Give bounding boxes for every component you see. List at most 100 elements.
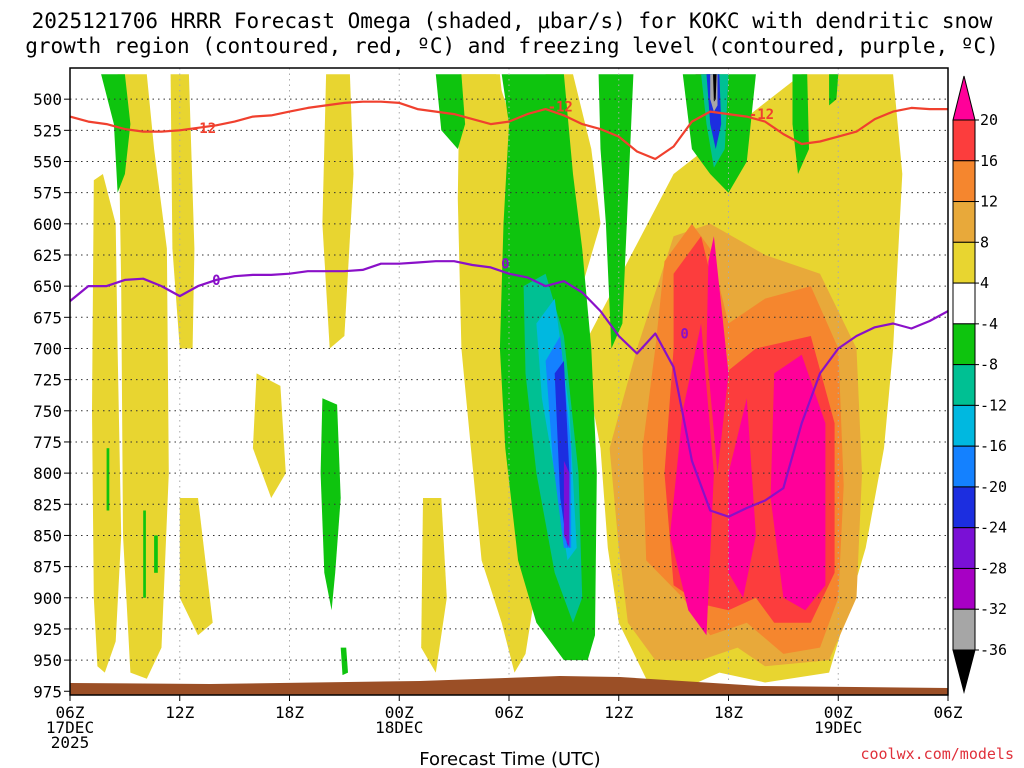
chart-title-line-2: growth region (contoured, red, ºC) and f… bbox=[25, 34, 999, 58]
omega-region-16 bbox=[728, 398, 756, 598]
omega-region-37 bbox=[563, 460, 570, 548]
colorbar-label-11: -28 bbox=[980, 559, 1007, 577]
ytick-label-675: 675 bbox=[33, 308, 62, 327]
omega-region-3 bbox=[179, 498, 213, 636]
svg-text:-12: -12 bbox=[749, 107, 774, 123]
colorbar-bin-7 bbox=[952, 364, 976, 406]
xtick-label-0: 06Z bbox=[56, 703, 85, 722]
ytick-label-875: 875 bbox=[33, 558, 62, 577]
omega-region-2 bbox=[170, 74, 195, 349]
svg-text:0: 0 bbox=[212, 273, 220, 289]
ytick-label-950: 950 bbox=[33, 651, 62, 670]
omega-region-24 bbox=[154, 535, 158, 573]
ytick-label-700: 700 bbox=[33, 339, 62, 358]
colorbar-label-5: -4 bbox=[980, 315, 998, 333]
omega-region-39 bbox=[713, 74, 717, 102]
ytick-label-825: 825 bbox=[33, 495, 62, 514]
x-axis-time-ticks: 06Z 12Z 18Z 00Z 06Z 12Z 18Z 00Z 06Z17DEC202518DE… bbox=[46, 695, 963, 752]
dgz-label-3: -12 bbox=[749, 107, 774, 123]
ytick-label-625: 625 bbox=[33, 246, 62, 265]
omega-region-14 bbox=[670, 323, 714, 636]
freezing-level-contour bbox=[70, 260, 948, 518]
omega-region-15 bbox=[706, 236, 729, 474]
colorbar-label-4: 4 bbox=[980, 274, 989, 292]
omega-region-21 bbox=[340, 647, 348, 676]
xtick-label-18: 00Z bbox=[385, 703, 414, 722]
grid-lines bbox=[70, 68, 948, 695]
colorbar-label-1: 16 bbox=[980, 152, 998, 170]
colorbar-bin-2 bbox=[952, 160, 976, 203]
xtick-label-48: 06Z bbox=[934, 703, 963, 722]
ytick-label-525: 525 bbox=[33, 121, 62, 140]
colorbar-bottom-arrow bbox=[952, 649, 976, 694]
omega-region-4 bbox=[252, 373, 286, 498]
ytick-label-575: 575 bbox=[33, 184, 62, 203]
terrain-ground bbox=[70, 676, 948, 695]
xdate-label-3: 19DEC bbox=[814, 718, 862, 737]
xdate-label-1: 2025 bbox=[51, 733, 90, 752]
ytick-label-850: 850 bbox=[33, 526, 62, 545]
dgz-label-1: -12 bbox=[191, 121, 216, 137]
colorbar-bin-8 bbox=[952, 404, 976, 447]
colorbar-label-0: 20 bbox=[980, 111, 998, 129]
colorbar-label-13: -36 bbox=[980, 641, 1007, 659]
colorbar-label-8: -16 bbox=[980, 437, 1007, 455]
omega-region-0 bbox=[92, 174, 122, 673]
xtick-label-6: 12Z bbox=[165, 703, 194, 722]
colorbar-bin-6 bbox=[952, 323, 976, 366]
xtick-label-42: 00Z bbox=[824, 703, 853, 722]
colorbar-bin-13 bbox=[952, 608, 976, 651]
xtick-label-24: 06Z bbox=[495, 703, 524, 722]
ytick-label-650: 650 bbox=[33, 277, 62, 296]
colorbar-bin-3 bbox=[952, 201, 976, 243]
colorbar: 20 16 12 8 4 -4 -8 -12 -16 -20 -24 -28 -32 -36 bbox=[952, 75, 1007, 694]
colorbar-label-9: -20 bbox=[980, 478, 1007, 496]
dgz-minus12-contour bbox=[70, 100, 948, 161]
ytick-label-775: 775 bbox=[33, 433, 62, 452]
frz-label-1: 0 bbox=[212, 273, 220, 289]
omega-region-30 bbox=[829, 74, 839, 106]
ytick-label-975: 975 bbox=[33, 682, 62, 701]
omega-region-1 bbox=[117, 74, 169, 679]
ytick-label-725: 725 bbox=[33, 371, 62, 390]
xdate-label-2: 18DEC bbox=[375, 718, 423, 737]
ytick-label-550: 550 bbox=[33, 152, 62, 171]
colorbar-label-10: -24 bbox=[980, 519, 1007, 537]
omega-region-19 bbox=[101, 74, 131, 193]
ytick-label-500: 500 bbox=[33, 90, 62, 109]
omega-region-17 bbox=[770, 354, 826, 611]
svg-text:-12: -12 bbox=[191, 121, 216, 137]
x-axis-label: Forecast Time (UTC) bbox=[419, 749, 600, 768]
svg-text:-12: -12 bbox=[548, 100, 573, 116]
omega-shaded-field bbox=[92, 74, 903, 685]
xtick-label-30: 12Z bbox=[604, 703, 633, 722]
colorbar-top-arrow bbox=[952, 75, 976, 121]
ytick-label-600: 600 bbox=[33, 215, 62, 234]
credit-label: coolwx.com/models bbox=[860, 745, 1014, 763]
colorbar-bin-12 bbox=[952, 567, 976, 610]
ytick-label-750: 750 bbox=[33, 402, 62, 421]
y-axis-pressure-ticks: 500 525 550 575 600 625 650 675 700 725 750 775 800 8… bbox=[33, 90, 70, 701]
omega-region-22 bbox=[106, 448, 110, 511]
ytick-label-900: 900 bbox=[33, 589, 62, 608]
colorbar-label-6: -8 bbox=[980, 356, 998, 374]
colorbar-label-2: 12 bbox=[980, 193, 998, 211]
omega-region-20 bbox=[320, 398, 341, 611]
colorbar-bin-4 bbox=[952, 241, 976, 284]
omega-region-5 bbox=[322, 74, 354, 349]
colorbar-bin-1 bbox=[952, 119, 976, 162]
omega-region-25 bbox=[435, 74, 466, 149]
colorbar-bin-11 bbox=[952, 527, 976, 569]
colorbar-label-3: 8 bbox=[980, 233, 989, 251]
svg-text:0: 0 bbox=[501, 257, 509, 273]
contour-lines: -12 -12 -12 0 0 0 bbox=[70, 100, 948, 518]
colorbar-bin-10 bbox=[952, 486, 976, 529]
colorbar-bin-9 bbox=[952, 445, 976, 488]
dgz-label-2: -12 bbox=[548, 100, 573, 116]
frz-label-3: 0 bbox=[680, 327, 688, 343]
ytick-label-925: 925 bbox=[33, 620, 62, 639]
xtick-label-36: 18Z bbox=[714, 703, 743, 722]
omega-region-23 bbox=[143, 510, 146, 598]
svg-text:0: 0 bbox=[680, 327, 688, 343]
xtick-label-12: 18Z bbox=[275, 703, 304, 722]
